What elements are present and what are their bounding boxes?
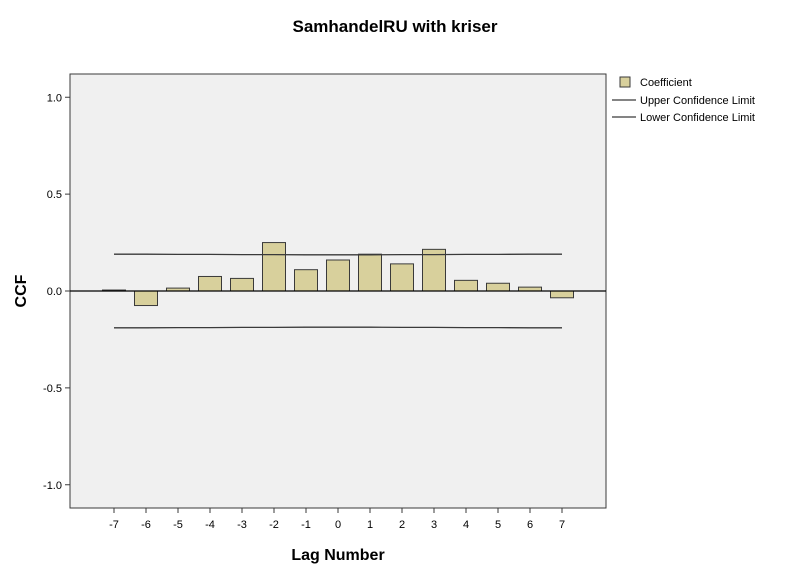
- y-axis: 1.0 0.5 0.0 -0.5 -1.0: [43, 92, 70, 492]
- legend: Coefficient Upper Confidence Limit Lower…: [612, 76, 755, 124]
- y-axis-title: CCF: [13, 274, 30, 307]
- y-tick-label: 0.5: [47, 189, 62, 201]
- lower-confidence-line: [114, 326, 562, 329]
- bar: [390, 263, 414, 292]
- x-tick-label: 5: [495, 519, 501, 531]
- x-tick-label: 3: [431, 519, 437, 531]
- x-tick-label: -4: [205, 519, 215, 531]
- x-tick-label: 0: [335, 519, 341, 531]
- chart-title: SamhandelRU with kriser: [292, 17, 497, 36]
- x-tick-label: 6: [527, 519, 533, 531]
- bar: [486, 282, 510, 292]
- upper-confidence-line: [114, 253, 562, 256]
- x-tick-label: -2: [269, 519, 279, 531]
- bar: [454, 279, 478, 292]
- y-tick-label: -0.5: [43, 383, 62, 395]
- x-tick-label: 4: [463, 519, 469, 531]
- bar: [230, 277, 254, 292]
- x-tick-label: -5: [173, 519, 183, 531]
- y-tick-label: -1.0: [43, 480, 62, 492]
- bar: [294, 269, 318, 292]
- bar: [358, 253, 382, 292]
- y-tick-label: 0.0: [47, 286, 62, 298]
- legend-label-upper: Upper Confidence Limit: [640, 95, 755, 107]
- x-axis-title: Lag Number: [291, 547, 384, 564]
- legend-swatch-coefficient: [619, 76, 631, 88]
- bar: [422, 248, 446, 292]
- x-tick-label: 7: [559, 519, 565, 531]
- bar: [134, 290, 158, 307]
- bar: [550, 290, 574, 299]
- x-tick-label: -6: [141, 519, 151, 531]
- x-axis: -7 -6 -5 -4 -3 -2 -1 0 1 2 3 4 5 6 7: [109, 508, 565, 531]
- y-tick-label: 1.0: [47, 92, 62, 104]
- x-tick-label: -7: [109, 519, 119, 531]
- x-tick-label: -1: [301, 519, 311, 531]
- legend-label-coefficient: Coefficient: [640, 77, 692, 89]
- bar: [198, 275, 222, 292]
- bar: [326, 259, 350, 292]
- x-tick-label: 2: [399, 519, 405, 531]
- bar: [262, 242, 286, 292]
- x-tick-label: -3: [237, 519, 247, 531]
- legend-label-lower: Lower Confidence Limit: [640, 112, 755, 124]
- x-tick-label: 1: [367, 519, 373, 531]
